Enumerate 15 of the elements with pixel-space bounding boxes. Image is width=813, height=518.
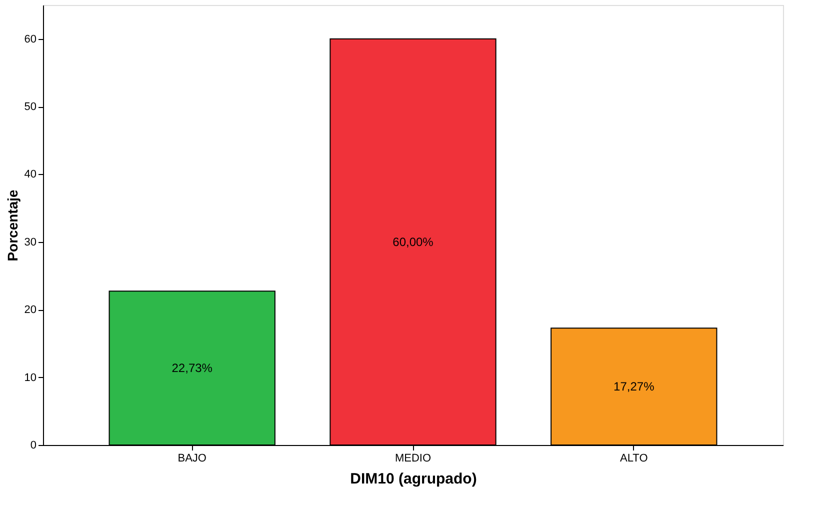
data-label: 60,00% bbox=[392, 234, 434, 249]
y-tick-label: 10 bbox=[24, 372, 36, 384]
x-tick-label: MEDIO bbox=[394, 452, 432, 464]
x-tick-label: ALTO bbox=[620, 452, 648, 464]
x-axis-title: DIM10 (agrupado) bbox=[350, 470, 477, 488]
data-label: 22,73% bbox=[172, 361, 213, 376]
y-tick-label: 30 bbox=[24, 236, 36, 248]
x-tick-label: BAJO bbox=[178, 452, 207, 464]
y-tick-label: 60 bbox=[24, 33, 36, 46]
y-axis-title: Porcentaje bbox=[4, 189, 20, 262]
y-tick-label: 20 bbox=[24, 304, 36, 316]
y-tick-label: 40 bbox=[24, 168, 36, 181]
data-label: 17,27% bbox=[614, 380, 655, 394]
y-tick-label: 0 bbox=[30, 440, 36, 452]
y-tick-label: 50 bbox=[24, 101, 36, 114]
